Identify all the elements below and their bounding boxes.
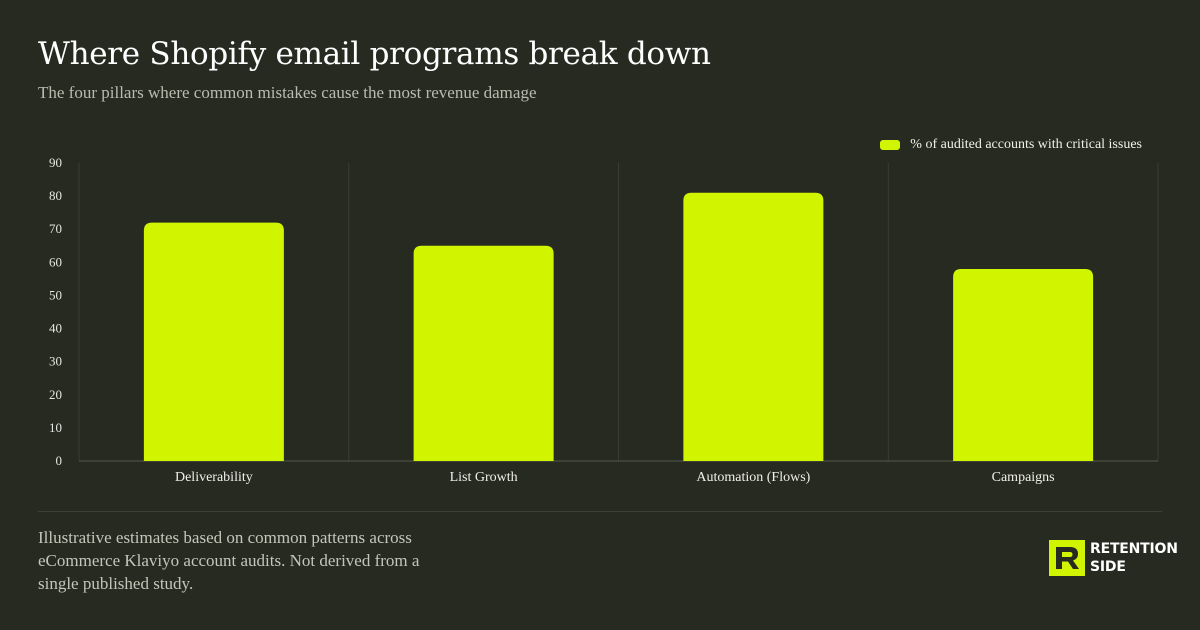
bar-campaigns xyxy=(953,268,1094,461)
legend-swatch xyxy=(880,140,901,150)
chart-legend: % of audited accounts with critical issu… xyxy=(880,137,1142,153)
bar-list-growth xyxy=(413,245,554,461)
y-tick-label: 80 xyxy=(49,188,62,203)
y-tick-label: 50 xyxy=(49,287,62,302)
bar-automation-flows xyxy=(683,192,824,462)
footer-divider xyxy=(38,511,1162,512)
y-tick-label: 40 xyxy=(49,321,62,336)
retention-side-logo-icon xyxy=(1049,540,1085,576)
y-tick-label: 60 xyxy=(49,254,62,269)
y-tick-label: 10 xyxy=(49,420,62,435)
y-tick-label: 0 xyxy=(56,453,63,468)
x-tick-label: Deliverability xyxy=(175,470,253,485)
y-tick-label: 20 xyxy=(49,387,62,402)
chart-subtitle: The four pillars where common mistakes c… xyxy=(38,83,537,102)
y-tick-label: 70 xyxy=(49,221,62,236)
bar-chart: 0 10 20 30 40 50 60 70 80 90 Deliverability List Gr… xyxy=(49,155,1159,485)
x-tick-label: List Growth xyxy=(450,470,518,485)
brand-name-line2: SIDE xyxy=(1090,559,1126,575)
bar-deliverability xyxy=(143,222,284,461)
y-tick-label: 30 xyxy=(49,354,62,369)
x-tick-label: Campaigns xyxy=(992,470,1055,485)
x-tick-label: Automation (Flows) xyxy=(696,470,810,485)
chart-title: Where Shopify email programs break down xyxy=(38,36,711,72)
y-tick-label: 90 xyxy=(49,155,62,170)
brand-logo: RETENTION SIDE xyxy=(1049,540,1178,576)
brand-name-line1: RETENTION xyxy=(1090,541,1178,557)
legend-label: % of audited accounts with critical issu… xyxy=(910,137,1142,152)
footnote: Illustrative estimates based on common p… xyxy=(38,528,420,593)
